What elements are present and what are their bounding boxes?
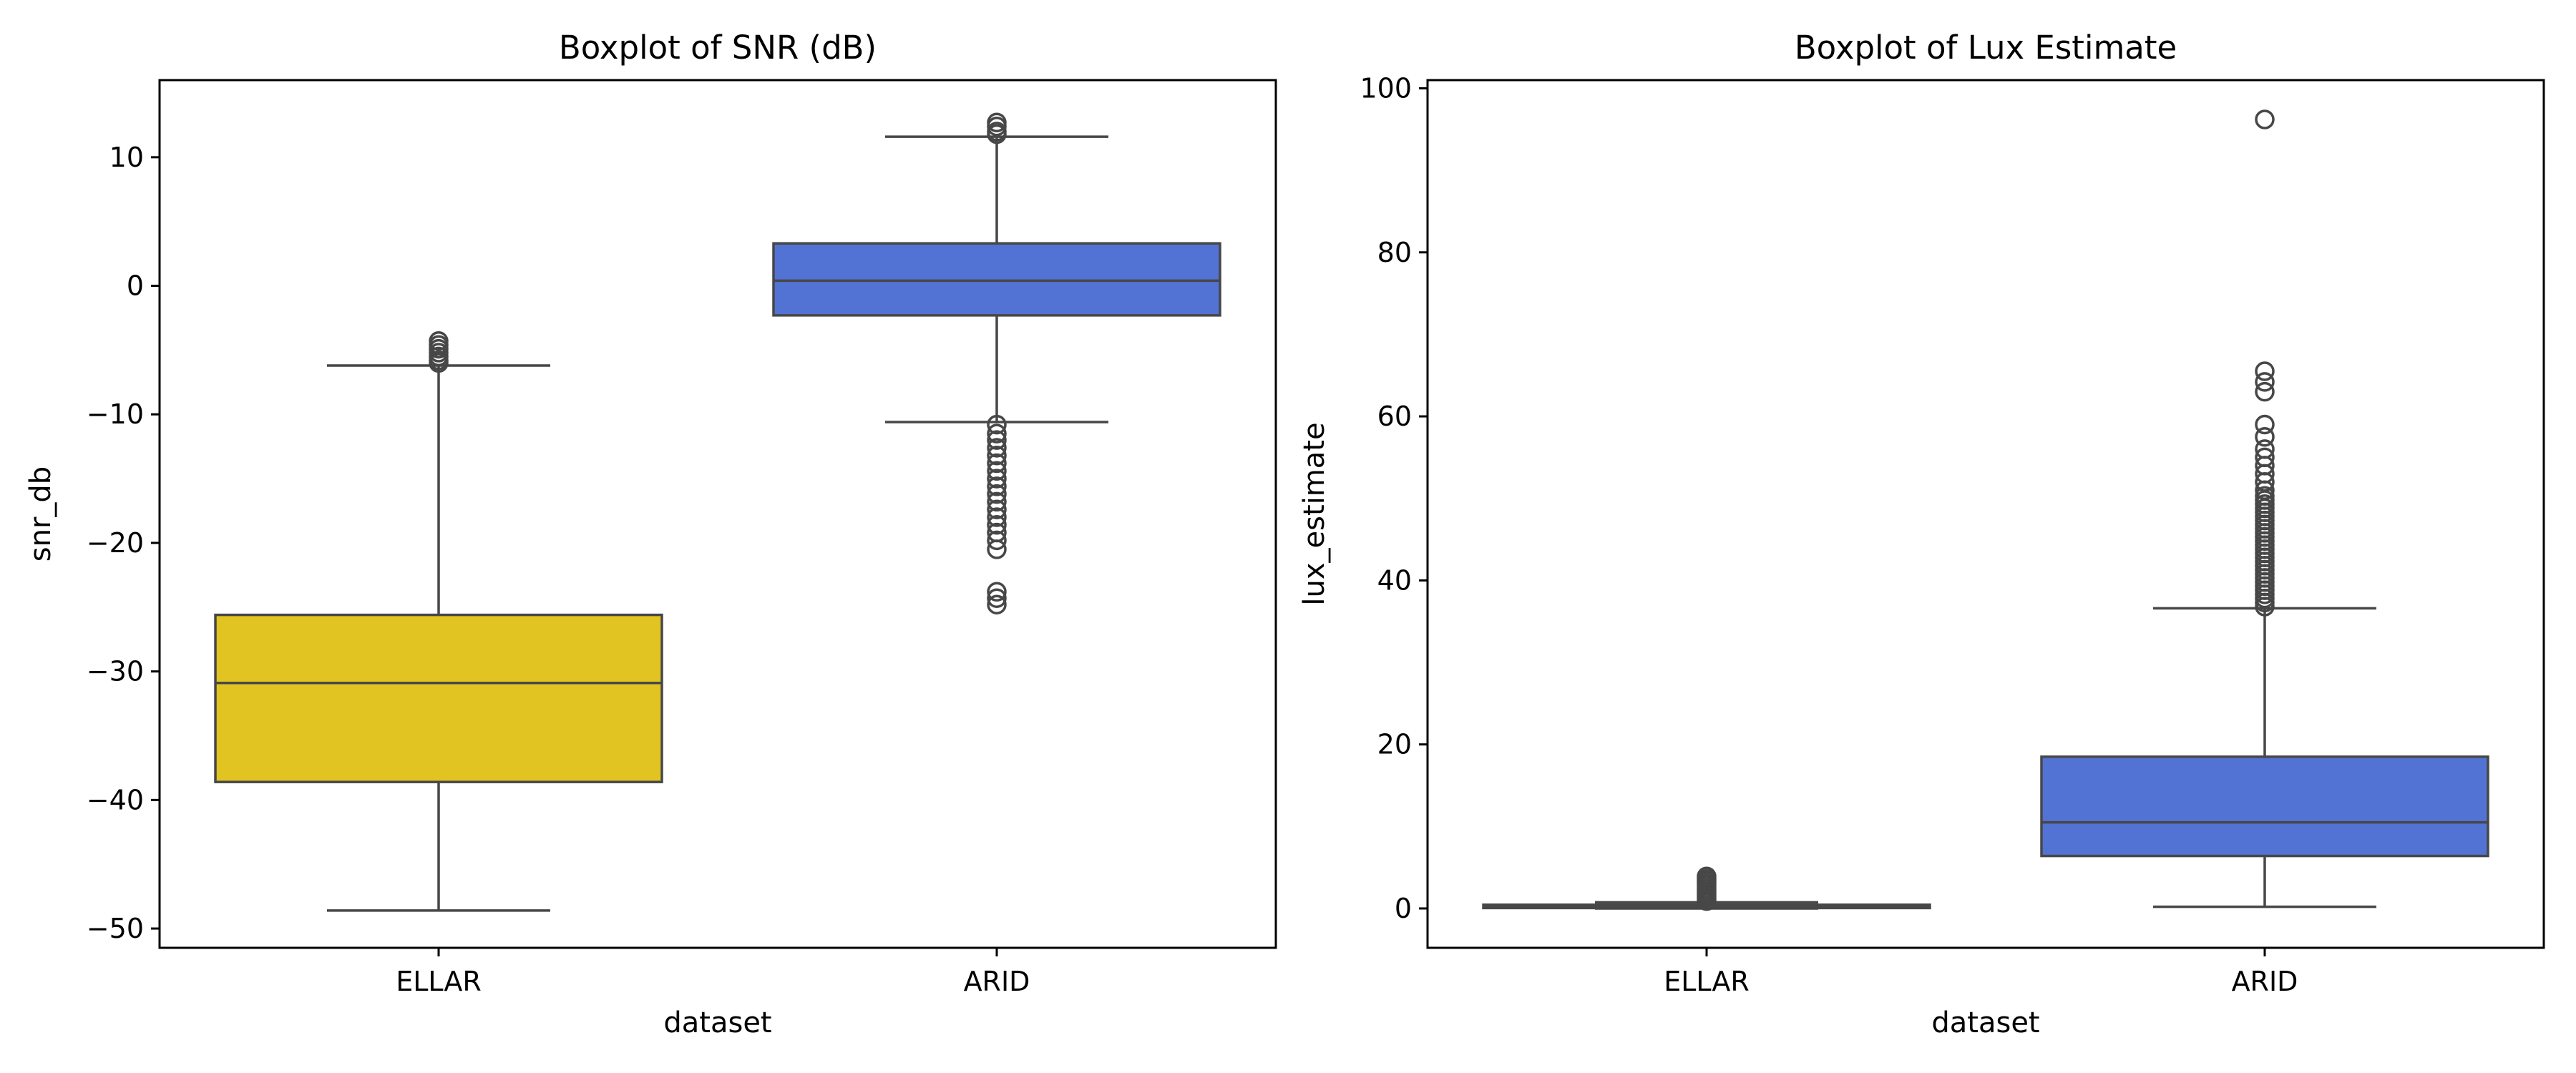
y-tick-label: 0 — [1395, 893, 1412, 924]
outlier-point — [987, 530, 1007, 551]
outlier-point — [1697, 866, 1717, 887]
y-tick-label: −30 — [87, 656, 144, 687]
y-tick-label: 40 — [1377, 564, 1412, 596]
outlier-point — [2255, 447, 2275, 468]
snr-box-ellar — [214, 331, 663, 912]
outlier-point — [2255, 439, 2275, 459]
outlier-point — [987, 430, 1007, 450]
outlier-point — [987, 423, 1007, 444]
snr-plot-frame — [158, 79, 1277, 949]
lux-y-axis-label: lux_estimate — [1298, 422, 1331, 605]
lux-x-axis-label: dataset — [1931, 1006, 2039, 1039]
snr-x-axis-label: dataset — [663, 1006, 771, 1039]
y-tick-label: 0 — [127, 270, 144, 302]
lux-box-ellar — [1482, 866, 1931, 911]
outlier-point — [987, 507, 1007, 527]
y-tick-label: 10 — [109, 142, 144, 173]
outlier-point — [987, 594, 1007, 614]
outlier-point — [987, 515, 1007, 535]
snr-box-arid — [772, 112, 1221, 614]
outlier-point — [987, 438, 1007, 458]
outlier-point — [429, 353, 449, 373]
y-tick-label: −40 — [87, 784, 144, 815]
outlier-point — [987, 484, 1007, 504]
outlier-point — [987, 588, 1007, 608]
outlier-point — [2255, 109, 2275, 129]
iqr-box — [2040, 755, 2489, 858]
outlier-point — [2255, 486, 2275, 506]
y-tick-label: 60 — [1377, 401, 1412, 432]
outlier-point — [2255, 372, 2275, 392]
iqr-box — [772, 242, 1221, 317]
outlier-point — [987, 116, 1007, 137]
snr-boxplot-panel: Boxplot of SNR (dB) 10 0 −10 −20 −30 −40 −50 ELL… — [24, 29, 1277, 1039]
snr-chart-title: Boxplot of SNR (dB) — [559, 29, 877, 67]
outlier-point — [2255, 361, 2275, 381]
x-tick-label: ARID — [964, 966, 1030, 997]
y-tick-label: −50 — [87, 913, 144, 944]
outlier-point — [987, 414, 1007, 435]
outlier-point — [2255, 381, 2275, 402]
y-tick-label: −20 — [87, 527, 144, 559]
lux-plot-frame — [1426, 79, 2545, 949]
x-tick-label: ARID — [2232, 966, 2298, 997]
outlier-point — [2255, 426, 2275, 447]
y-tick-label: −10 — [87, 398, 144, 430]
outlier-point — [987, 469, 1007, 489]
outlier-point — [987, 445, 1007, 466]
snr-y-axis-label: snr_db — [24, 466, 57, 562]
y-tick-label: 100 — [1360, 72, 1412, 104]
outlier-point — [987, 461, 1007, 481]
lux-boxplot-panel: Boxplot of Lux Estimate 0 20 40 60 80 100 ELLAR… — [1298, 29, 2545, 1039]
iqr-box — [214, 613, 663, 783]
lux-box-arid — [2040, 109, 2489, 908]
lux-chart-title: Boxplot of Lux Estimate — [1795, 29, 2177, 67]
outlier-point — [987, 539, 1007, 559]
outlier-point — [987, 499, 1007, 519]
outlier-point — [987, 124, 1007, 144]
outlier-point — [987, 491, 1007, 512]
y-tick-label: 80 — [1377, 237, 1412, 268]
outlier-point — [2255, 414, 2275, 435]
outlier-point — [987, 453, 1007, 474]
x-tick-label: ELLAR — [396, 966, 482, 997]
x-tick-label: ELLAR — [1664, 966, 1750, 997]
y-tick-label: 20 — [1377, 729, 1412, 760]
outlier-point — [987, 582, 1007, 602]
outlier-point — [987, 476, 1007, 496]
